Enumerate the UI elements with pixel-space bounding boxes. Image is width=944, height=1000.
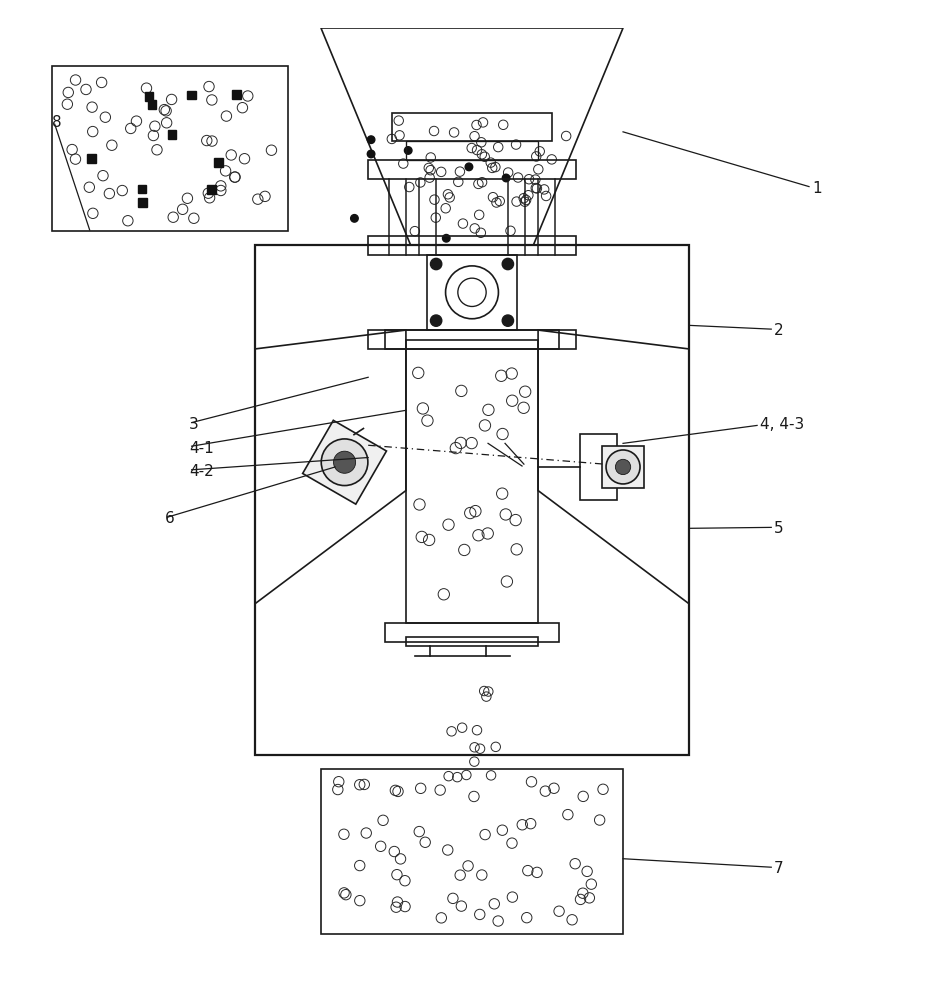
Bar [406,637,538,646]
Circle shape [615,459,631,475]
Bar [88,154,96,163]
Bar [187,91,195,99]
Circle shape [321,439,368,486]
Polygon shape [602,446,644,488]
Text: 1: 1 [812,181,821,196]
Text: 2: 2 [774,323,784,338]
Bar [138,185,146,193]
Bar [406,141,538,160]
Circle shape [465,163,473,171]
Bar [138,198,146,207]
Text: 6: 6 [165,511,175,526]
Bar [385,330,559,349]
Bar [214,158,223,167]
Bar [208,185,216,194]
Text: 4-2: 4-2 [189,464,213,479]
Circle shape [430,258,442,270]
Bar [255,245,689,755]
Text: 4-1: 4-1 [189,441,213,456]
Text: 7: 7 [774,861,784,876]
Circle shape [502,315,514,326]
Circle shape [367,150,375,158]
Bar [385,623,559,642]
Circle shape [443,234,450,242]
Circle shape [430,315,442,326]
Text: 5: 5 [774,521,784,536]
Circle shape [502,174,510,182]
Text: 3: 3 [189,417,198,432]
Text: 4, 4-3: 4, 4-3 [760,417,804,432]
Bar [232,90,241,99]
Bar [52,66,288,231]
Circle shape [367,136,375,143]
Bar [168,130,177,139]
Circle shape [333,451,356,473]
Text: 8: 8 [52,115,61,130]
Bar [144,92,153,101]
Bar [368,160,576,179]
Bar [321,769,623,934]
Bar [368,330,576,349]
Circle shape [502,258,514,270]
Bar [427,255,517,330]
Bar [392,113,552,141]
Polygon shape [303,420,386,504]
Bar [368,236,576,255]
Circle shape [350,215,358,222]
Bar [406,340,538,623]
Bar [580,434,617,500]
Circle shape [404,147,412,154]
Bar [147,100,156,109]
Circle shape [606,450,640,484]
